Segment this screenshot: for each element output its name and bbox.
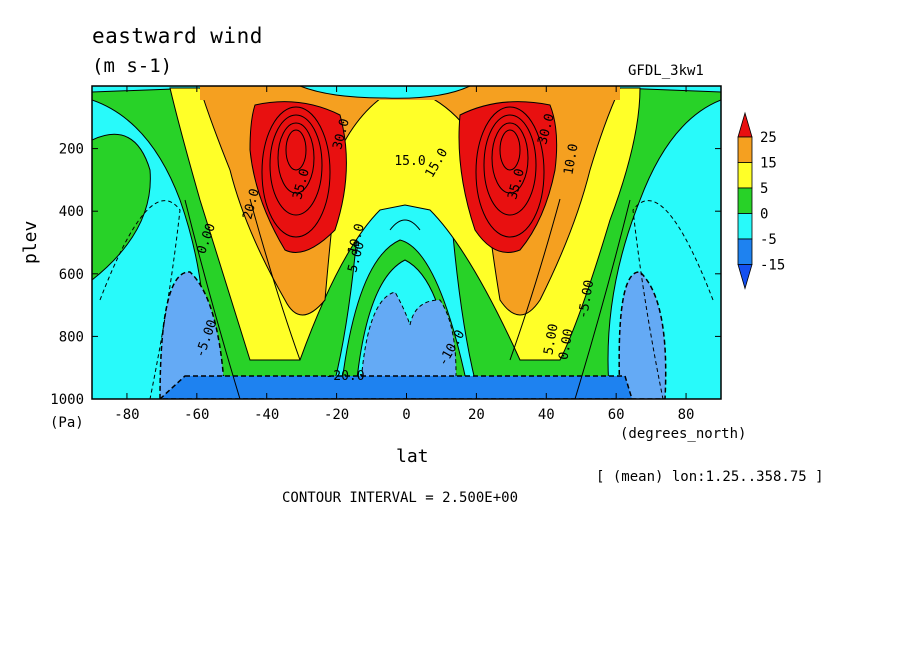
surface-band: [158, 375, 633, 399]
y-units-label: (Pa): [50, 415, 84, 431]
contour-label: 0.00: [556, 328, 576, 361]
x-units-label: (degrees_north): [620, 426, 747, 442]
x-tick-label: 80: [678, 407, 695, 423]
x-ticks: -80 -60 -40 -20 0 20 40 60 80: [114, 86, 694, 423]
plot-area: [92, 86, 721, 399]
y-tick-label: 600: [59, 267, 84, 283]
dashed-contours: [99, 200, 714, 399]
averaging-note: [ (mean) lon:1.25..358.75 ]: [596, 469, 824, 485]
contour-label: -5.00: [576, 279, 598, 320]
x-tick-label: -60: [184, 407, 209, 423]
colorbar-segment: [737, 187, 753, 214]
model-name: GFDL_3kw1: [628, 63, 704, 79]
colorbar-segment: [737, 213, 753, 240]
colorbar-label: 25: [760, 130, 777, 146]
contour-label: -20.0: [325, 369, 364, 384]
center-blue-lobe: [359, 291, 457, 399]
y-tick-label: 800: [59, 329, 84, 345]
top-cyan: [299, 86, 471, 99]
contour-label: 5.00: [541, 323, 561, 356]
colorbar-label: -15: [760, 258, 785, 274]
south-blue-lobe: [159, 271, 226, 399]
colorbar-segment: [737, 238, 753, 265]
x-tick-label: 0: [402, 407, 410, 423]
colorbar-segment: [737, 162, 753, 189]
colorbar-label: -5: [760, 232, 777, 248]
colorbar: 25 15 5 0 -5 -15: [737, 111, 785, 290]
y-tick-label: 1000: [50, 392, 84, 408]
y-tick-label: 400: [59, 204, 84, 220]
x-tick-label: -20: [324, 407, 349, 423]
green-left-blob: [92, 133, 151, 281]
y-tick-label: 200: [59, 142, 84, 158]
colorbar-label: 5: [760, 181, 768, 197]
colorbar-top-arrow: [737, 111, 753, 138]
x-axis-label: lat: [396, 446, 429, 467]
colorbar-label: 0: [760, 207, 768, 223]
x-tick-label: 60: [608, 407, 625, 423]
contour-label: 15.0: [394, 154, 425, 169]
y-axis-label: plev: [20, 220, 41, 264]
north-blue-lobe: [618, 271, 667, 399]
colorbar-label: 15: [760, 156, 777, 172]
inner-contours: [184, 106, 631, 399]
units-label: (m s-1): [92, 55, 173, 77]
x-tick-label: -40: [254, 407, 279, 423]
chart-title: eastward wind: [92, 24, 263, 48]
x-tick-label: 40: [538, 407, 555, 423]
colorbar-bottom-arrow: [737, 264, 753, 290]
contour-interval: CONTOUR INTERVAL = 2.500E+00: [282, 490, 519, 506]
colorbar-segment: [737, 136, 753, 163]
y-ticks: 200 400 600 800 1000: [50, 142, 721, 408]
x-tick-label: 20: [468, 407, 485, 423]
x-tick-label: -80: [114, 407, 139, 423]
contour-label: 10.0: [561, 143, 581, 176]
